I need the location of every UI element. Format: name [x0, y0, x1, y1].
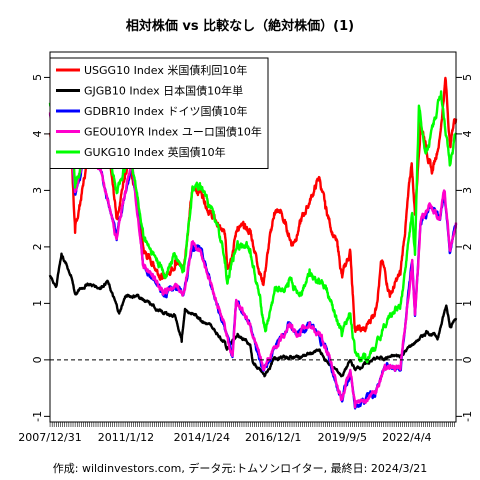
- legend-label: GEOU10YR Index ユーロ国債10年: [84, 125, 262, 139]
- legend-label: GDBR10 Index ドイツ国債10年: [84, 104, 247, 118]
- legend-label: GUKG10 Index 英国債10年: [84, 145, 226, 159]
- plot-frame: [49, 51, 457, 423]
- legend-label: USGG10 Index 米国債利回10年: [84, 63, 247, 77]
- y-tick-label-right: 2: [461, 243, 474, 250]
- x-tick-label: 2014/1/24: [174, 431, 230, 444]
- x-tick-label: 2019/9/5: [318, 431, 367, 444]
- y-tick-label-left: 4: [31, 130, 44, 137]
- chart-caption: 作成: wildinvestors.com, データ元:トムソンロイター, 最終…: [53, 461, 427, 475]
- y-tick-label-right: -1: [461, 411, 474, 422]
- y-tick-label-left: 5: [31, 74, 44, 81]
- axes-layer: -1 -1 0 0 1 1 2 2 3 3 4 4 5 5 2007/12/31 2011/1/12 2014/…: [18, 74, 474, 444]
- y-tick-label-left: 1: [31, 300, 44, 307]
- y-tick-label-left: 2: [31, 243, 44, 250]
- chart-title: 相対株価 vs 比較なし（絶対株価）(1): [126, 18, 354, 34]
- y-tick-label-right: 4: [461, 130, 474, 137]
- x-tick-label: 2011/1/12: [98, 431, 154, 444]
- legend: USGG10 Index 米国債利回10年 GJGB10 Index 日本国債10…: [49, 57, 269, 169]
- series-line: [48, 252, 458, 378]
- x-tick-label: 2007/12/31: [18, 431, 81, 444]
- series-line: [48, 76, 458, 333]
- y-tick-label-left: 3: [31, 187, 44, 194]
- legend-box: [49, 57, 269, 169]
- y-tick-label-left: -1: [31, 411, 44, 422]
- y-tick-label-right: 3: [461, 187, 474, 194]
- x-tick-label: 2016/12/1: [245, 431, 301, 444]
- y-tick-label-left: 0: [31, 356, 44, 363]
- series-line: [48, 70, 458, 364]
- y-tick-label-right: 1: [461, 300, 474, 307]
- legend-label: GJGB10 Index 日本国債10年単: [84, 84, 243, 98]
- x-tick-label: 2022/4/4: [382, 431, 431, 444]
- series-line: [48, 97, 458, 409]
- series-layer: [48, 70, 458, 410]
- y-tick-label-right: 0: [461, 356, 474, 363]
- y-tick-label-right: 5: [461, 74, 474, 81]
